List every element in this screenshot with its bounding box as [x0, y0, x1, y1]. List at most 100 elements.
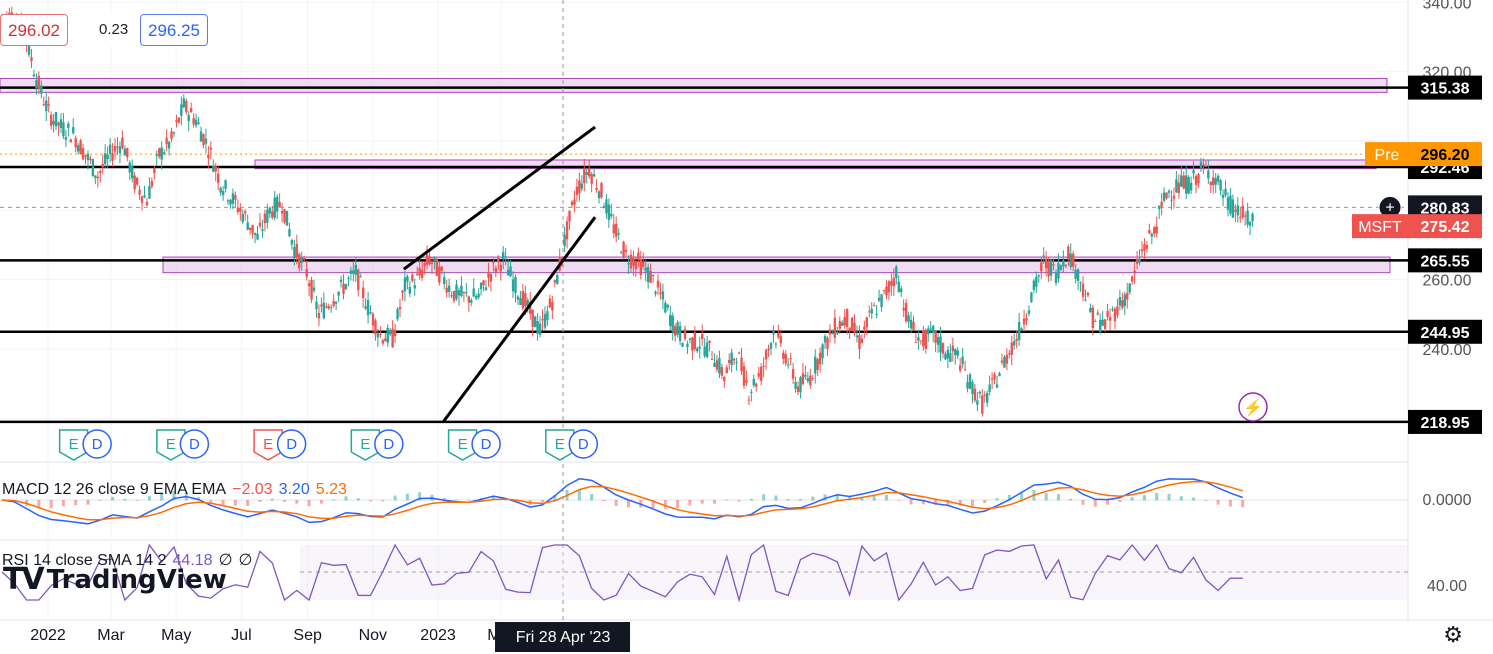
macd-hist-bar	[663, 500, 667, 509]
macd-hist-bar	[1007, 494, 1011, 501]
candle	[1059, 264, 1063, 272]
candle	[789, 352, 792, 366]
candle-body	[435, 259, 439, 276]
candle-body	[1231, 199, 1235, 218]
candle-body	[968, 374, 972, 389]
macd-hist-bar	[258, 500, 262, 502]
bid-price[interactable]: 296.02	[0, 14, 68, 46]
macd-hist-bar	[1069, 498, 1073, 501]
candle	[359, 273, 362, 278]
candle	[332, 293, 335, 308]
candle	[420, 261, 424, 281]
candle	[683, 325, 687, 342]
macd-hist-bar	[319, 500, 323, 504]
macd-hist-bar	[614, 500, 618, 506]
candle	[59, 113, 63, 133]
macd-hist-bar	[541, 500, 545, 502]
candle-body	[258, 222, 262, 227]
macd-hist-bar	[1179, 496, 1183, 501]
x-tick-label: Jul	[231, 627, 251, 644]
ask-price[interactable]: 296.25	[140, 14, 208, 46]
candle-body	[494, 267, 498, 273]
rsi-legend[interactable]: RSI 14 close SMA 14 2 44.18 ∅ ∅	[2, 550, 258, 570]
candle-body	[376, 333, 380, 338]
candle-body	[499, 264, 502, 272]
candle	[234, 191, 237, 208]
candle	[177, 116, 181, 124]
candle	[162, 148, 166, 156]
candle-body	[875, 314, 878, 316]
macd-hist-bar	[516, 500, 520, 503]
candle-body	[332, 300, 335, 306]
macd-hist-bar	[602, 500, 606, 502]
candle	[1180, 165, 1183, 188]
spread-value: 0.23	[92, 14, 136, 46]
tradingview-logo[interactable]: TV TradingView	[3, 562, 227, 597]
dividend-letter: D	[383, 436, 394, 453]
candle	[1015, 330, 1018, 349]
candle-body	[710, 359, 714, 361]
candle-body	[838, 321, 841, 329]
candle	[971, 379, 974, 404]
candle-body	[912, 321, 915, 330]
candle-body	[1197, 174, 1200, 184]
candle	[900, 285, 903, 297]
dividend-marker	[276, 429, 307, 459]
candle	[1199, 158, 1203, 172]
candle	[745, 370, 748, 386]
candle	[519, 290, 522, 306]
candle-body	[678, 326, 682, 341]
candle	[828, 324, 832, 343]
candle-body	[482, 280, 485, 286]
candle	[145, 197, 149, 206]
candle-body	[1052, 264, 1055, 266]
candle-body	[892, 277, 896, 287]
candle-body	[217, 173, 220, 184]
candle-body	[553, 280, 556, 283]
candle-body	[548, 298, 552, 308]
candle-body	[954, 349, 957, 356]
candle	[818, 347, 822, 373]
candle	[600, 181, 603, 200]
rsi-line	[1, 543, 1243, 603]
macd-hist-bar	[946, 500, 950, 505]
candle-body	[177, 117, 181, 123]
candle-body	[221, 191, 225, 196]
candle-body	[467, 296, 471, 303]
candle-body	[347, 277, 350, 279]
candle-body	[597, 191, 601, 199]
candle-body	[470, 300, 473, 303]
candle-body	[688, 338, 692, 340]
candle-body	[1015, 338, 1018, 341]
candle-body	[691, 337, 694, 351]
candle-body	[212, 165, 215, 172]
settings-gear-icon[interactable]: ⚙	[1443, 622, 1463, 647]
candle	[892, 268, 896, 297]
candle	[1101, 311, 1104, 327]
candle-body	[659, 292, 662, 295]
macd-legend[interactable]: MACD 12 26 close 9 EMA EMA −2.03 3.20 5.23	[2, 481, 353, 499]
candle-body	[489, 274, 493, 282]
x-tick-label: Sep	[293, 627, 322, 644]
candle-body	[266, 209, 269, 223]
candle	[850, 317, 854, 332]
candle-body	[462, 291, 466, 293]
candle-body	[273, 197, 276, 218]
candle	[782, 349, 785, 365]
candle-body	[1032, 280, 1036, 290]
candle	[838, 316, 841, 334]
candle-body	[425, 254, 429, 265]
candle	[1165, 192, 1168, 200]
candle-body	[118, 146, 122, 154]
level-price-tag	[1408, 319, 1482, 344]
candle	[416, 266, 419, 277]
candle	[57, 121, 60, 136]
candle-body	[165, 137, 168, 144]
candle-body	[590, 173, 593, 184]
candle	[983, 390, 986, 403]
macd-label: MACD 12 26 close 9 EMA EMA	[2, 481, 227, 498]
candle	[492, 258, 495, 272]
candle-body	[285, 210, 289, 226]
candle-body	[275, 196, 279, 212]
